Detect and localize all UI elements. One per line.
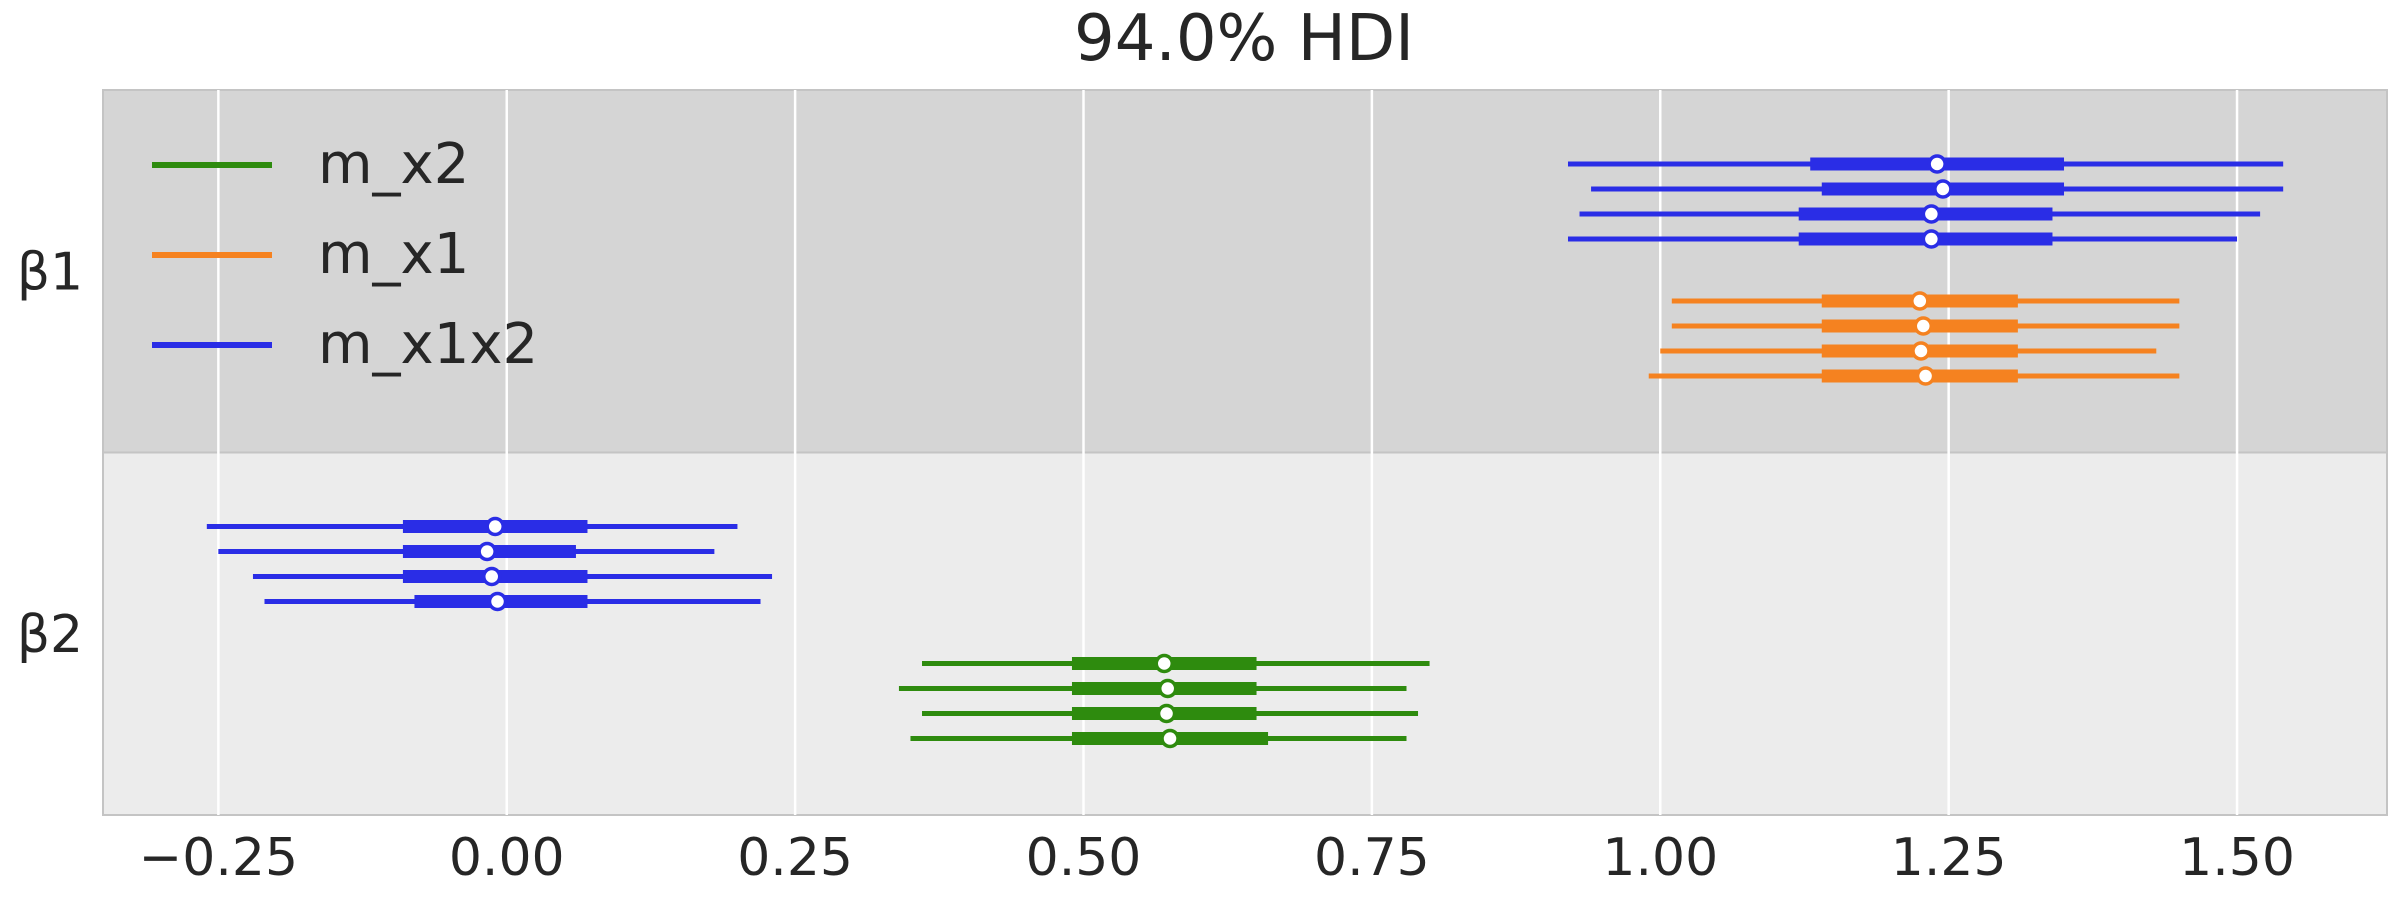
legend-label: m_x1x2 — [318, 312, 538, 377]
y-tick-label: β2 — [17, 605, 83, 665]
median-point — [1911, 341, 1931, 361]
median-point — [1915, 366, 1936, 386]
x-tick-label: 0.50 — [1026, 828, 1142, 888]
median-point — [487, 591, 508, 612]
grid-lines — [217, 90, 2239, 815]
median-point — [1921, 229, 1942, 249]
y-tick-label: β1 — [17, 242, 83, 302]
median-point — [1910, 291, 1930, 311]
x-tick-label: 0.00 — [449, 828, 565, 888]
interval-marks — [206, 154, 2284, 749]
median-point — [1160, 728, 1180, 749]
band-beta1 — [103, 90, 2387, 453]
median-point — [1154, 653, 1175, 674]
x-tick-label: 0.25 — [737, 828, 853, 888]
median-point — [485, 516, 505, 537]
band-beta2 — [103, 452, 2387, 815]
median-point — [1913, 316, 1934, 336]
chart-title: 94.0% HDI — [1074, 2, 1414, 76]
median-point — [1156, 703, 1177, 724]
y-tick-labels: β1 β2 — [17, 242, 83, 665]
legend: m_x2 m_x1 m_x1x2 — [152, 132, 538, 377]
x-tick-label: 0.75 — [1314, 828, 1430, 888]
x-tick-label: 1.25 — [1891, 828, 2007, 888]
x-tick-label: 1.00 — [1602, 828, 1718, 888]
median-point — [477, 541, 497, 562]
legend-label: m_x1 — [318, 222, 469, 287]
plot-bands — [102, 89, 2388, 816]
x-tick-label: −0.25 — [139, 828, 298, 888]
median-point — [1921, 204, 1942, 224]
median-point — [1927, 154, 1947, 174]
median-point — [1157, 678, 1178, 699]
x-tick-label: 1.50 — [2179, 828, 2295, 888]
median-point — [481, 566, 502, 587]
legend-label: m_x2 — [318, 132, 469, 197]
x-tick-labels: −0.25 0.00 0.25 0.50 0.75 1.00 1.25 1.50 — [139, 828, 2295, 888]
median-point — [1933, 179, 1953, 199]
